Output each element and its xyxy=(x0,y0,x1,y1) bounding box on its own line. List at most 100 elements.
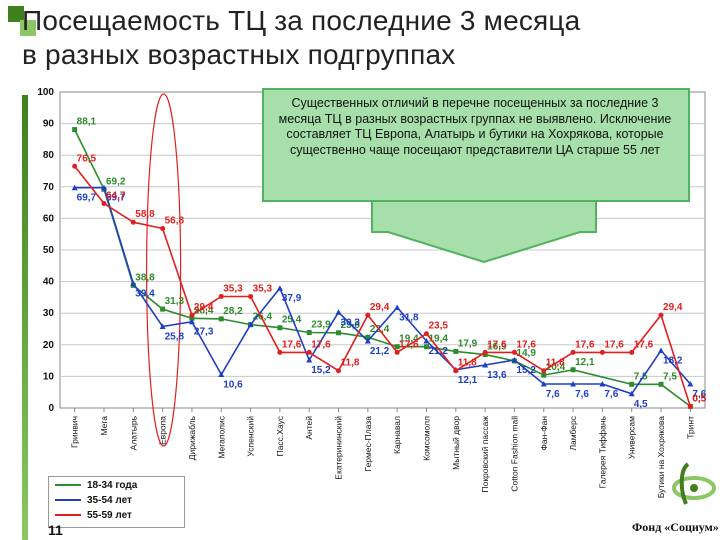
y-tick-label: 0 xyxy=(48,403,54,414)
series-line-2 xyxy=(74,165,692,407)
series-point-2 xyxy=(570,349,576,355)
legend-swatch-35-54 xyxy=(55,499,81,502)
data-label-1: 39,4 xyxy=(135,288,155,299)
series-point-2 xyxy=(629,349,635,355)
x-tick-label: Успенский xyxy=(246,416,256,457)
legend-item-55-59: 55-59 лет xyxy=(55,510,132,521)
data-label-0: 69,2 xyxy=(106,176,126,187)
y-tick-label: 10 xyxy=(43,371,55,382)
x-tick-label: Гермес-Плаза xyxy=(363,416,373,472)
legend-item-35-54: 35-54 лет xyxy=(55,495,132,506)
data-label-1: 4,5 xyxy=(634,399,648,410)
x-tick-label: Cotton Fashion mall xyxy=(509,416,519,492)
data-label-0: 17,9 xyxy=(458,338,478,349)
data-label-2: 64,7 xyxy=(106,191,126,202)
callout-box xyxy=(262,88,690,202)
series-point-1 xyxy=(628,390,635,397)
series-point-2 xyxy=(72,163,78,169)
series-point-1 xyxy=(687,380,694,387)
series-point-0 xyxy=(365,334,371,340)
series-point-1 xyxy=(599,380,606,387)
series-point-2 xyxy=(189,312,195,318)
data-label-2: 17,6 xyxy=(634,339,654,350)
data-label-1: 21,2 xyxy=(370,346,390,357)
data-label-1: 7,6 xyxy=(692,389,706,400)
data-label-2: 11,8 xyxy=(341,358,360,369)
series-point-1 xyxy=(364,338,371,344)
x-tick-label: Мытный двор xyxy=(451,416,461,470)
data-label-2: 56,8 xyxy=(165,216,185,227)
series-line-1 xyxy=(74,186,691,395)
data-label-1: 69,7 xyxy=(106,193,126,204)
series-point-1 xyxy=(188,318,195,325)
series-point-2 xyxy=(130,219,136,225)
series-point-1 xyxy=(540,380,547,387)
legend-label-18-34: 18-34 года xyxy=(87,480,138,491)
data-label-2: 58,8 xyxy=(135,209,155,220)
data-label-0: 25,4 xyxy=(282,315,302,326)
data-label-2: 23,5 xyxy=(428,321,448,332)
series-point-0 xyxy=(394,344,400,350)
data-label-2: 29,4 xyxy=(194,302,214,313)
x-tick-label: Карнавал xyxy=(392,416,402,454)
series-point-2 xyxy=(511,349,517,355)
chart-legend: 18-34 года 35-54 лет 55-59 лет xyxy=(48,476,185,528)
data-label-0: 0,5 xyxy=(692,393,706,404)
series-point-2 xyxy=(658,312,664,318)
data-label-2: 17,6 xyxy=(575,339,595,350)
series-point-2 xyxy=(453,368,459,374)
series-point-2 xyxy=(365,312,371,318)
page-title: Посещаемость ТЦ за последние 3 месяца в … xyxy=(22,4,720,72)
data-label-2: 17,6 xyxy=(487,339,507,350)
data-label-0: 28,4 xyxy=(194,305,214,316)
x-tick-label: Мега xyxy=(99,416,109,436)
series-point-1 xyxy=(658,347,665,353)
series-point-0 xyxy=(189,315,195,321)
data-label-0: 12,1 xyxy=(575,357,595,368)
data-label-0: 23,8 xyxy=(341,320,361,331)
series-point-2 xyxy=(160,226,166,232)
highlight-ellipse-europa xyxy=(146,93,182,447)
y-tick-label: 50 xyxy=(43,245,55,256)
decorative-square-top xyxy=(8,6,24,22)
decorative-green-strip xyxy=(22,95,28,540)
series-point-1 xyxy=(423,338,430,344)
legend-label-55-59: 55-59 лет xyxy=(87,510,132,521)
data-label-1: 10,6 xyxy=(223,380,243,391)
data-label-0: 31,3 xyxy=(165,296,185,307)
data-label-1: 31,8 xyxy=(399,313,419,324)
x-tick-label: Комсомолл xyxy=(421,416,431,461)
data-label-2: 29,4 xyxy=(370,302,390,313)
x-tick-label: Екатерининский xyxy=(334,416,344,480)
data-label-0: 7,5 xyxy=(663,371,677,382)
y-tick-label: 70 xyxy=(43,182,55,193)
page-title-line1: Посещаемость ТЦ за последние 3 месяца xyxy=(22,5,581,36)
series-point-1 xyxy=(247,321,254,328)
data-label-1: 69,7 xyxy=(77,193,97,204)
series-point-1 xyxy=(159,323,166,329)
legend-item-18-34: 18-34 года xyxy=(55,480,137,491)
x-tick-label: Антей xyxy=(304,416,314,440)
data-label-0: 19,4 xyxy=(399,334,419,345)
data-label-1: 15,2 xyxy=(311,365,331,376)
series-point-0 xyxy=(658,381,664,387)
legend-swatch-55-59 xyxy=(55,514,81,517)
x-tick-label: Бутики на Хохрякова xyxy=(656,416,666,499)
series-point-0 xyxy=(453,348,459,354)
data-label-2: 17,6 xyxy=(516,339,536,350)
y-tick-label: 90 xyxy=(43,119,55,130)
data-label-2: 17,6 xyxy=(399,339,419,350)
x-tick-label: Пасс.Хаус xyxy=(275,415,285,456)
series-point-2 xyxy=(101,201,107,207)
data-label-2: 17,6 xyxy=(311,339,331,350)
data-label-0: 16,9 xyxy=(487,342,507,353)
data-label-0: 10,4 xyxy=(546,362,566,373)
series-point-0 xyxy=(72,127,78,133)
x-tick-label: Европа xyxy=(158,416,168,445)
data-label-1: 25,8 xyxy=(165,331,185,342)
data-label-1: 18,2 xyxy=(663,355,683,366)
data-label-0: 7,5 xyxy=(634,371,648,382)
data-label-2: 17,6 xyxy=(604,339,624,350)
x-tick-label: Дирижабль xyxy=(187,415,197,460)
series-point-0 xyxy=(423,344,429,350)
